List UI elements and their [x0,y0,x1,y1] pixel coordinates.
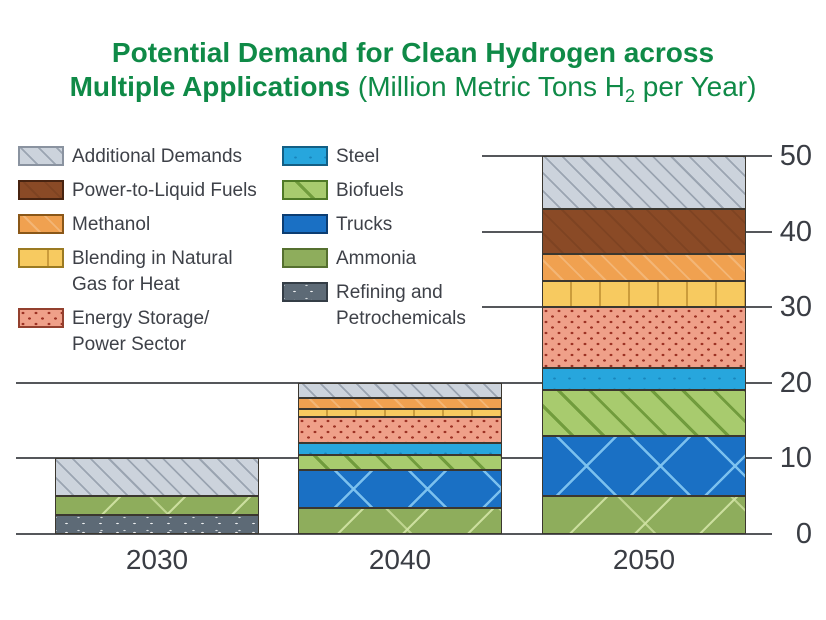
legend-item-trucks: Trucks [282,212,466,238]
y-axis-label-50: 50 [779,140,812,172]
bar-segment-2040-ammonia [298,507,502,534]
bar-segment-2030-additional [55,458,259,497]
legend-item-ammonia: Ammonia [282,246,466,272]
x-axis-label-2040: 2040 [368,544,432,575]
legend-label-trucks: Trucks [336,214,393,235]
bar-segment-2050-steel [542,367,746,391]
legend-swatch-ammonia [282,248,328,268]
chart-title-line1: Potential Demand for Clean Hydrogen acro… [111,37,715,68]
legend-item-blending: Blending in Natural Gas for Heat [18,246,257,298]
bar-segment-2040-steel [298,443,502,455]
legend-label-additional: Additional Demands [72,146,243,167]
bar-segment-2030-ammonia [55,496,259,516]
y-axis-label-40: 40 [779,215,812,248]
bar-segment-2040-biofuels [298,454,502,470]
legend-swatch-trucks [282,214,328,234]
legend-swatch-blending [18,248,64,268]
legend-item-biofuels: Biofuels [282,178,466,204]
legend-item-refining: Refining and Petrochemicals [282,280,466,332]
legend-swatch-refining [282,282,328,302]
x-axis-label-2030: 2030 [125,544,189,575]
bar-segment-2050-ptl [542,208,746,255]
bar-segment-2040-additional [298,382,502,398]
legend-label-refining: Refining and Petrochemicals [336,282,466,329]
chart-units-suffix: per Year) [635,71,757,102]
gridline-0 [16,533,772,535]
chart-title: Potential Demand for Clean Hydrogen acro… [0,36,826,113]
legend-label-steel: Steel [336,146,380,167]
bar-segment-2040-trucks [298,469,502,508]
legend-label-blending: Blending in Natural Gas for Heat [72,248,233,295]
bar-segment-2050-additional [542,156,746,209]
legend-item-storage: Energy Storage/Power Sector [18,306,257,358]
legend-column-1: Additional Demands Power-to-Liquid Fuels M… [18,144,257,366]
legend-swatch-ptl [18,180,64,200]
chart-units-prefix: (Million Metric Tons H [350,71,625,102]
y-axis-label-0: 0 [795,518,812,550]
legend-label-methanol: Methanol [72,214,151,235]
chart-units-subscript: 2 [624,86,635,106]
legend-swatch-additional [18,146,64,166]
legend-label-ptl: Power-to-Liquid Fuels [72,180,257,201]
bar-segment-2050-methanol [542,254,746,281]
bar-segment-2040-storage [298,416,502,444]
x-axis-label-2050: 2050 [612,544,676,575]
bar-segment-2030-refining [55,515,259,534]
legend-item-methanol: Methanol [18,212,257,238]
legend-swatch-steel [282,146,328,166]
legend-item-additional: Additional Demands [18,144,257,170]
legend-item-steel: Steel [282,144,466,170]
bar-segment-2050-biofuels [542,390,746,436]
y-axis-label-20: 20 [779,366,812,399]
legend-label-ammonia: Ammonia [336,248,417,269]
legend-swatch-methanol [18,214,64,234]
legend-swatch-storage [18,308,64,328]
chart-title-line2: Multiple Applications (Million Metric To… [0,70,826,113]
bar-segment-2040-methanol [298,397,502,410]
legend-column-2: Steel Biofuels Trucks Ammonia Refining and Pe… [282,144,466,340]
bar-segment-2050-storage [542,307,746,368]
legend-label-biofuels: Biofuels [336,180,404,201]
bar-segment-2050-trucks [542,435,746,497]
y-axis-label-30: 30 [779,291,812,324]
y-axis-label-10: 10 [779,442,812,475]
legend-swatch-biofuels [282,180,328,200]
chart-title-line2-bold: Multiple Applications [69,71,351,102]
bar-segment-2040-blending [298,409,502,417]
legend-label-storage: Energy Storage/Power Sector [72,308,210,355]
legend-item-ptl: Power-to-Liquid Fuels [18,178,257,204]
bar-segment-2050-blending [542,280,746,308]
bar-segment-2050-ammonia [542,496,746,534]
